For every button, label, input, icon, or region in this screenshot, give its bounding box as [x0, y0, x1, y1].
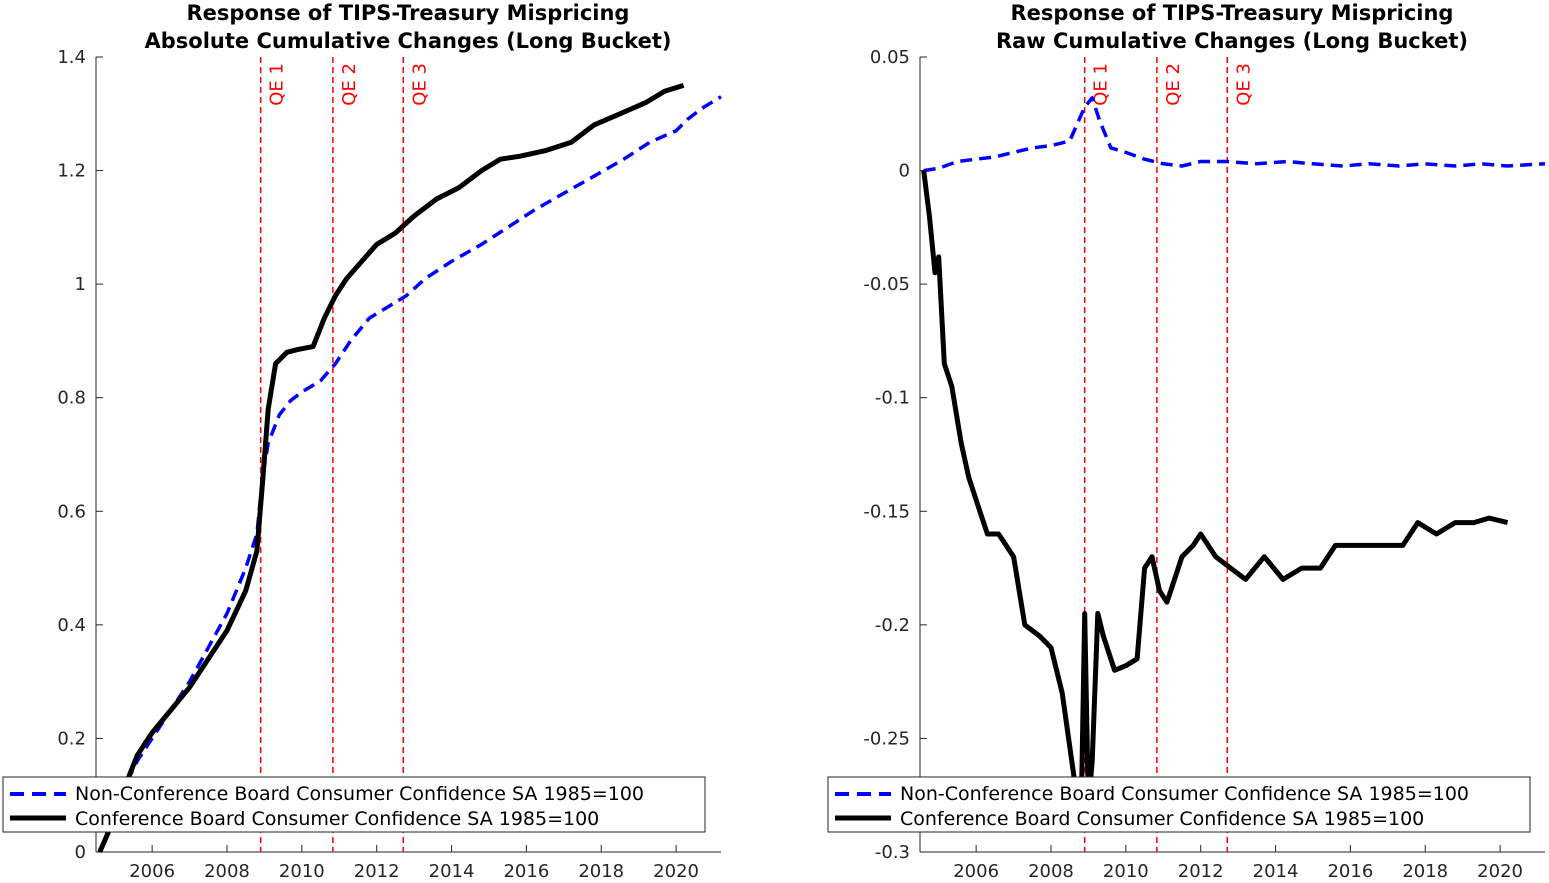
y-tick-label: 1.2 [57, 161, 86, 182]
qe-line-label: QE 3 [409, 63, 430, 106]
chart-raw-cumulative: Response of TIPS-Treasury Mispricing Raw… [827, 1, 1546, 882]
legend-entry-non-conference: Non-Conference Board Consumer Confidence… [900, 783, 1469, 805]
x-tick-label: 2020 [1477, 861, 1523, 882]
y-tick-label: 0 [75, 842, 86, 863]
plot-area: -0.3 -0.25 -0.2 -0.15 -0.1 -0.05 0 0.05 2006 2008… [863, 47, 1546, 882]
qe-line-label: QE 2 [1163, 63, 1184, 106]
chart-title-line-1: Response of TIPS-Treasury Mispricing [187, 1, 630, 25]
x-tick-label: 2012 [354, 861, 400, 882]
legend-box [827, 776, 1531, 833]
qe-line-label: QE 1 [267, 63, 288, 106]
y-tick-label: -0.1 [875, 388, 910, 409]
legend-entry-non-conference: Non-Conference Board Consumer Confidence… [75, 783, 644, 805]
chart-title-line-2: Raw Cumulative Changes (Long Bucket) [996, 29, 1468, 53]
y-tick-label: 0.05 [870, 47, 910, 68]
y-tick-label: 1.4 [57, 47, 86, 68]
x-tick-label: 2016 [503, 861, 549, 882]
x-tick-label: 2012 [1178, 861, 1224, 882]
legend: Non-Conference Board Consumer Confidence… [827, 776, 1531, 833]
qe-line-label: QE 2 [339, 63, 360, 106]
y-tick-label: 0.8 [57, 388, 86, 409]
legend-box [2, 776, 706, 833]
y-tick-label: 0.2 [57, 728, 86, 749]
x-tick-label: 2010 [279, 861, 325, 882]
x-tick-label: 2006 [953, 861, 999, 882]
y-tick-label: -0.25 [863, 728, 910, 749]
legend: Non-Conference Board Consumer Confidence… [2, 776, 706, 833]
chart-absolute-cumulative: Response of TIPS-Treasury Mispricing Abs… [2, 1, 722, 882]
x-tick-label: 2014 [429, 861, 475, 882]
x-tick-label: 2008 [1028, 861, 1074, 882]
qe-line-label: QE 1 [1091, 63, 1112, 106]
qe-line-label: QE 3 [1233, 63, 1254, 106]
x-tick-label: 2014 [1253, 861, 1299, 882]
y-tick-label: -0.3 [875, 842, 910, 863]
series-line-conference [921, 170, 1509, 832]
series-line-non-conference [923, 96, 1546, 173]
x-tick-label: 2010 [1103, 861, 1149, 882]
y-tick-label: -0.15 [863, 501, 910, 522]
y-tick-label: -0.05 [863, 274, 910, 295]
legend-entry-conference: Conference Board Consumer Confidence SA … [75, 808, 599, 830]
chart-title-line-1: Response of TIPS-Treasury Mispricing [1011, 1, 1454, 25]
x-tick-label: 2006 [129, 861, 175, 882]
series-line-conference [97, 83, 685, 854]
y-tick-label: 0.4 [57, 615, 86, 636]
x-tick-label: 2018 [578, 861, 624, 882]
x-tick-label: 2018 [1402, 861, 1448, 882]
x-tick-label: 2016 [1327, 861, 1373, 882]
x-tick-label: 2020 [653, 861, 699, 882]
legend-entry-conference: Conference Board Consumer Confidence SA … [900, 808, 1424, 830]
x-tick-label: 2008 [204, 861, 250, 882]
y-tick-label: 0.6 [57, 501, 86, 522]
plot-area: 0 0.2 0.4 0.6 0.8 1 1.2 1.4 2006 2008 2010 2012 2014… [57, 47, 722, 882]
y-tick-label: 0 [899, 161, 910, 182]
chart-title-line-2: Absolute Cumulative Changes (Long Bucket… [145, 29, 672, 53]
y-tick-label: 1 [75, 274, 86, 295]
y-tick-label: -0.2 [875, 615, 910, 636]
